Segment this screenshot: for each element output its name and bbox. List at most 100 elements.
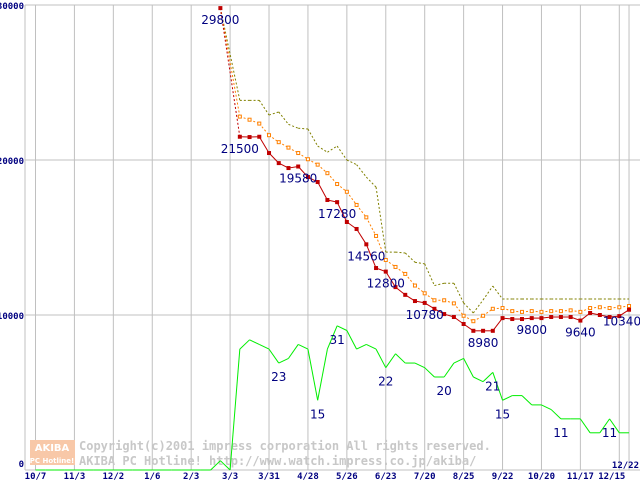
series-segment-shop_count — [395, 353, 406, 364]
min-price-point — [403, 292, 408, 297]
series-segment-max_price — [482, 285, 494, 301]
series-segment-shop_count — [210, 460, 221, 471]
avg-price-point — [412, 283, 417, 288]
avg-price-point — [490, 306, 495, 311]
avg-price-point — [403, 271, 408, 276]
min-price-point — [500, 316, 505, 321]
series-segment-shop_count — [502, 395, 513, 401]
x-tick-label: 10/7 — [25, 472, 47, 480]
data-label: 12800 — [367, 277, 405, 291]
min-price-point — [354, 226, 359, 231]
copyright-text: Copyright(c)2001 impress corporation All… — [79, 439, 491, 453]
series-segment-shop_count — [463, 358, 474, 378]
min-price-point — [383, 269, 388, 274]
series-segment-shop_count — [375, 348, 387, 368]
series-segment-min_price — [219, 8, 241, 137]
y-tick-label: 30000 — [0, 2, 24, 12]
x-tick-label: 6/23 — [375, 472, 397, 480]
akiba-logo-top: AKIBA — [35, 443, 70, 454]
series-segment-shop_count — [366, 343, 377, 350]
min-price-point — [432, 306, 437, 311]
data-label: 19580 — [279, 172, 317, 186]
series-max_price — [219, 7, 630, 314]
series-segment-shop_count — [288, 344, 299, 359]
series-segment-shop_count — [317, 349, 328, 401]
series-segment-max_price — [258, 100, 270, 116]
min-price-point — [529, 316, 534, 321]
avg-price-point — [500, 306, 505, 311]
avg-price-point — [383, 257, 388, 262]
data-label: 9800 — [516, 323, 547, 337]
avg-price-point — [510, 309, 515, 314]
series-segment-max_price — [375, 187, 387, 253]
avg-price-point — [442, 298, 447, 303]
series-segment-max_price — [404, 252, 416, 263]
min-price-point — [578, 318, 583, 323]
x-tick-label: 8/25 — [453, 472, 475, 480]
series-segment-min_price — [385, 271, 396, 288]
series-segment-avg_price — [375, 235, 387, 261]
series-segment-shop_count — [278, 357, 289, 364]
series-segment-shop_count — [220, 460, 231, 471]
x-tick-label: 5/26 — [336, 472, 358, 480]
series-segment-max_price — [336, 145, 348, 161]
series-segment-max_price — [395, 251, 406, 254]
x-tick-label: 7/20 — [414, 472, 436, 480]
series-segment-shop_count — [443, 362, 455, 378]
min-price-point — [471, 328, 476, 333]
series-segment-max_price — [288, 123, 299, 129]
data-label: 11 — [553, 426, 568, 440]
min-price-point — [442, 312, 447, 317]
data-label: 22 — [378, 375, 393, 389]
y-tick-label: 20000 — [0, 157, 24, 167]
min-price-point — [247, 135, 252, 140]
series-segment-shop_count — [229, 349, 241, 471]
series-segment-avg_price — [346, 191, 357, 206]
avg-price-point — [607, 306, 612, 311]
min-price-point — [481, 328, 486, 333]
min-price-point — [558, 315, 563, 320]
data-label: 11 — [602, 426, 617, 440]
x-tick-label: 12/22 — [612, 461, 639, 471]
series-segment-max_price — [453, 283, 465, 304]
data-label: 23 — [271, 370, 286, 384]
avg-price-point — [588, 306, 593, 311]
x-tick-label: 1/6 — [144, 472, 160, 480]
series-segment-shop_count — [599, 418, 610, 434]
avg-price-point — [374, 233, 379, 238]
avg-price-point — [276, 140, 281, 145]
data-label: 10780 — [406, 308, 444, 322]
avg-price-point — [393, 264, 398, 269]
series-segment-shop_count — [550, 409, 562, 420]
min-price-point — [617, 314, 622, 319]
avg-price-point — [325, 171, 330, 176]
series-segment-max_price — [414, 261, 425, 265]
min-price-point — [412, 299, 417, 304]
series-segment-max_price — [365, 176, 377, 188]
series-segment-shop_count — [239, 339, 250, 350]
min-price-point — [539, 316, 544, 321]
avg-price-point — [529, 309, 534, 314]
avg-price-point — [539, 309, 544, 314]
series-segment-min_price — [365, 244, 377, 269]
min-price-point — [335, 200, 340, 205]
data-label: 21 — [485, 379, 500, 393]
series-segment-avg_price — [356, 204, 367, 218]
x-tick-label: 2/3 — [183, 472, 199, 480]
data-label: 15 — [310, 407, 325, 421]
min-price-point — [374, 266, 379, 271]
data-label: 14560 — [347, 249, 385, 263]
data-label: 15 — [495, 407, 510, 421]
avg-price-point — [286, 145, 291, 150]
series-segment-min_price — [336, 201, 348, 223]
watermark: AKIBA PC Hotline! Copyright(c)2001 impre… — [30, 439, 491, 468]
series-segment-min_price — [356, 228, 367, 245]
min-price-point — [549, 315, 554, 320]
series-segment-shop_count — [482, 371, 494, 383]
avg-price-point — [237, 114, 242, 119]
akiba-logo — [30, 440, 75, 465]
series-segment-max_price — [424, 263, 435, 286]
